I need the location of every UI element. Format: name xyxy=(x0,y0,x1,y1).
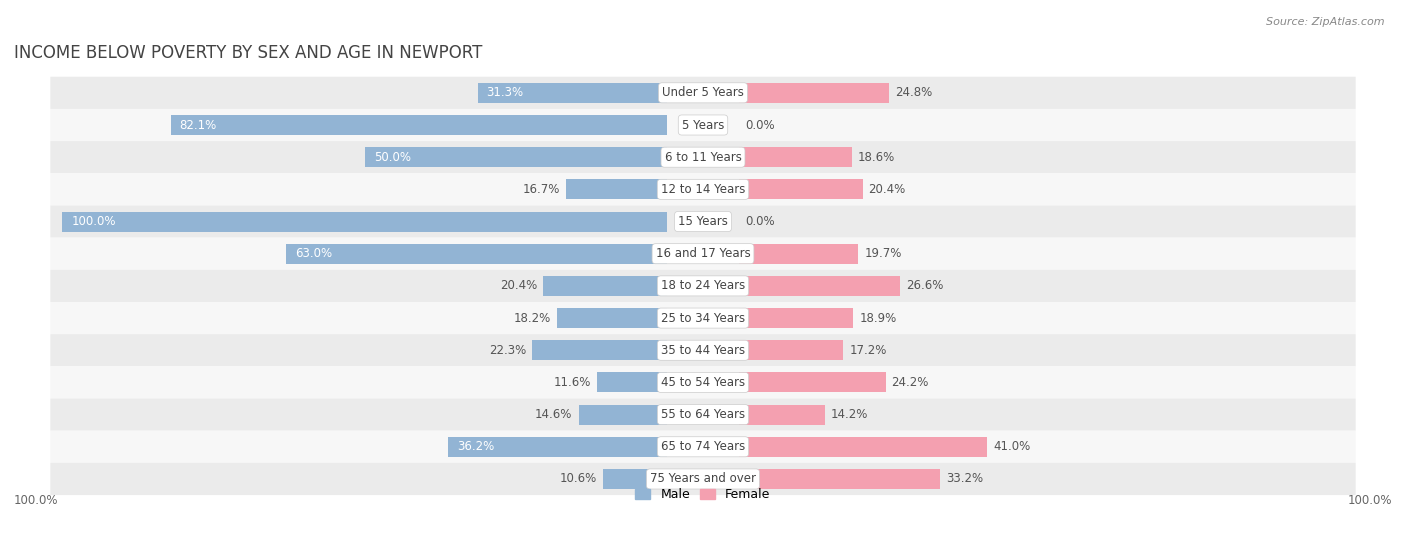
Text: 10.6%: 10.6% xyxy=(560,472,596,485)
Bar xyxy=(449,437,666,457)
FancyBboxPatch shape xyxy=(51,463,1355,495)
Text: 15 Years: 15 Years xyxy=(678,215,728,228)
Text: 55 to 64 Years: 55 to 64 Years xyxy=(661,408,745,421)
Text: 82.1%: 82.1% xyxy=(180,119,217,131)
Text: 18.6%: 18.6% xyxy=(858,151,896,164)
Text: 19.7%: 19.7% xyxy=(865,247,901,260)
Text: 18 to 24 Years: 18 to 24 Years xyxy=(661,280,745,292)
FancyBboxPatch shape xyxy=(51,206,1355,238)
Text: 14.6%: 14.6% xyxy=(536,408,572,421)
Bar xyxy=(544,276,666,296)
Text: 0.0%: 0.0% xyxy=(745,215,775,228)
Bar xyxy=(740,437,987,457)
Text: 16 and 17 Years: 16 and 17 Years xyxy=(655,247,751,260)
FancyBboxPatch shape xyxy=(51,430,1355,463)
Text: 63.0%: 63.0% xyxy=(295,247,332,260)
FancyBboxPatch shape xyxy=(51,366,1355,399)
Bar xyxy=(740,179,862,200)
Bar xyxy=(740,244,858,264)
Text: 20.4%: 20.4% xyxy=(869,183,905,196)
FancyBboxPatch shape xyxy=(51,77,1355,109)
Text: 35 to 44 Years: 35 to 44 Years xyxy=(661,344,745,357)
Text: 24.2%: 24.2% xyxy=(891,376,929,389)
Text: INCOME BELOW POVERTY BY SEX AND AGE IN NEWPORT: INCOME BELOW POVERTY BY SEX AND AGE IN N… xyxy=(14,44,482,62)
Bar xyxy=(62,211,666,231)
Text: 36.2%: 36.2% xyxy=(457,440,495,453)
Text: 100.0%: 100.0% xyxy=(14,494,59,508)
Bar xyxy=(740,308,853,328)
Text: 26.6%: 26.6% xyxy=(905,280,943,292)
Text: 0.0%: 0.0% xyxy=(745,119,775,131)
Text: 45 to 54 Years: 45 to 54 Years xyxy=(661,376,745,389)
Bar xyxy=(740,340,844,360)
FancyBboxPatch shape xyxy=(51,238,1355,270)
Text: 50.0%: 50.0% xyxy=(374,151,411,164)
Bar xyxy=(740,83,889,103)
Text: 18.2%: 18.2% xyxy=(513,311,551,325)
Text: 17.2%: 17.2% xyxy=(849,344,887,357)
Text: Source: ZipAtlas.com: Source: ZipAtlas.com xyxy=(1267,17,1385,27)
Bar xyxy=(740,469,939,489)
Text: 12 to 14 Years: 12 to 14 Years xyxy=(661,183,745,196)
Text: 6 to 11 Years: 6 to 11 Years xyxy=(665,151,741,164)
Bar xyxy=(578,405,666,425)
Bar xyxy=(285,244,666,264)
FancyBboxPatch shape xyxy=(51,302,1355,334)
Text: 65 to 74 Years: 65 to 74 Years xyxy=(661,440,745,453)
Bar xyxy=(740,405,825,425)
Text: 75 Years and over: 75 Years and over xyxy=(650,472,756,485)
Text: 14.2%: 14.2% xyxy=(831,408,869,421)
Text: 41.0%: 41.0% xyxy=(993,440,1031,453)
Text: 18.9%: 18.9% xyxy=(859,311,897,325)
Bar xyxy=(565,179,666,200)
Text: 31.3%: 31.3% xyxy=(486,86,524,100)
Text: 100.0%: 100.0% xyxy=(1347,494,1392,508)
Bar xyxy=(740,147,852,167)
FancyBboxPatch shape xyxy=(51,109,1355,141)
Bar xyxy=(603,469,666,489)
Text: 100.0%: 100.0% xyxy=(72,215,115,228)
FancyBboxPatch shape xyxy=(51,141,1355,173)
Text: 33.2%: 33.2% xyxy=(946,472,983,485)
Bar xyxy=(740,372,886,392)
Legend: Male, Female: Male, Female xyxy=(636,488,770,501)
Bar xyxy=(557,308,666,328)
Text: 22.3%: 22.3% xyxy=(489,344,526,357)
Text: 25 to 34 Years: 25 to 34 Years xyxy=(661,311,745,325)
FancyBboxPatch shape xyxy=(51,399,1355,430)
Text: 20.4%: 20.4% xyxy=(501,280,537,292)
Text: 24.8%: 24.8% xyxy=(896,86,932,100)
Bar xyxy=(478,83,666,103)
Text: 5 Years: 5 Years xyxy=(682,119,724,131)
FancyBboxPatch shape xyxy=(51,173,1355,206)
Text: 11.6%: 11.6% xyxy=(553,376,591,389)
Bar xyxy=(364,147,666,167)
Bar xyxy=(740,276,900,296)
Bar xyxy=(170,115,666,135)
FancyBboxPatch shape xyxy=(51,270,1355,302)
Text: Under 5 Years: Under 5 Years xyxy=(662,86,744,100)
Bar xyxy=(531,340,666,360)
FancyBboxPatch shape xyxy=(51,334,1355,366)
Text: 16.7%: 16.7% xyxy=(523,183,560,196)
Bar xyxy=(596,372,666,392)
